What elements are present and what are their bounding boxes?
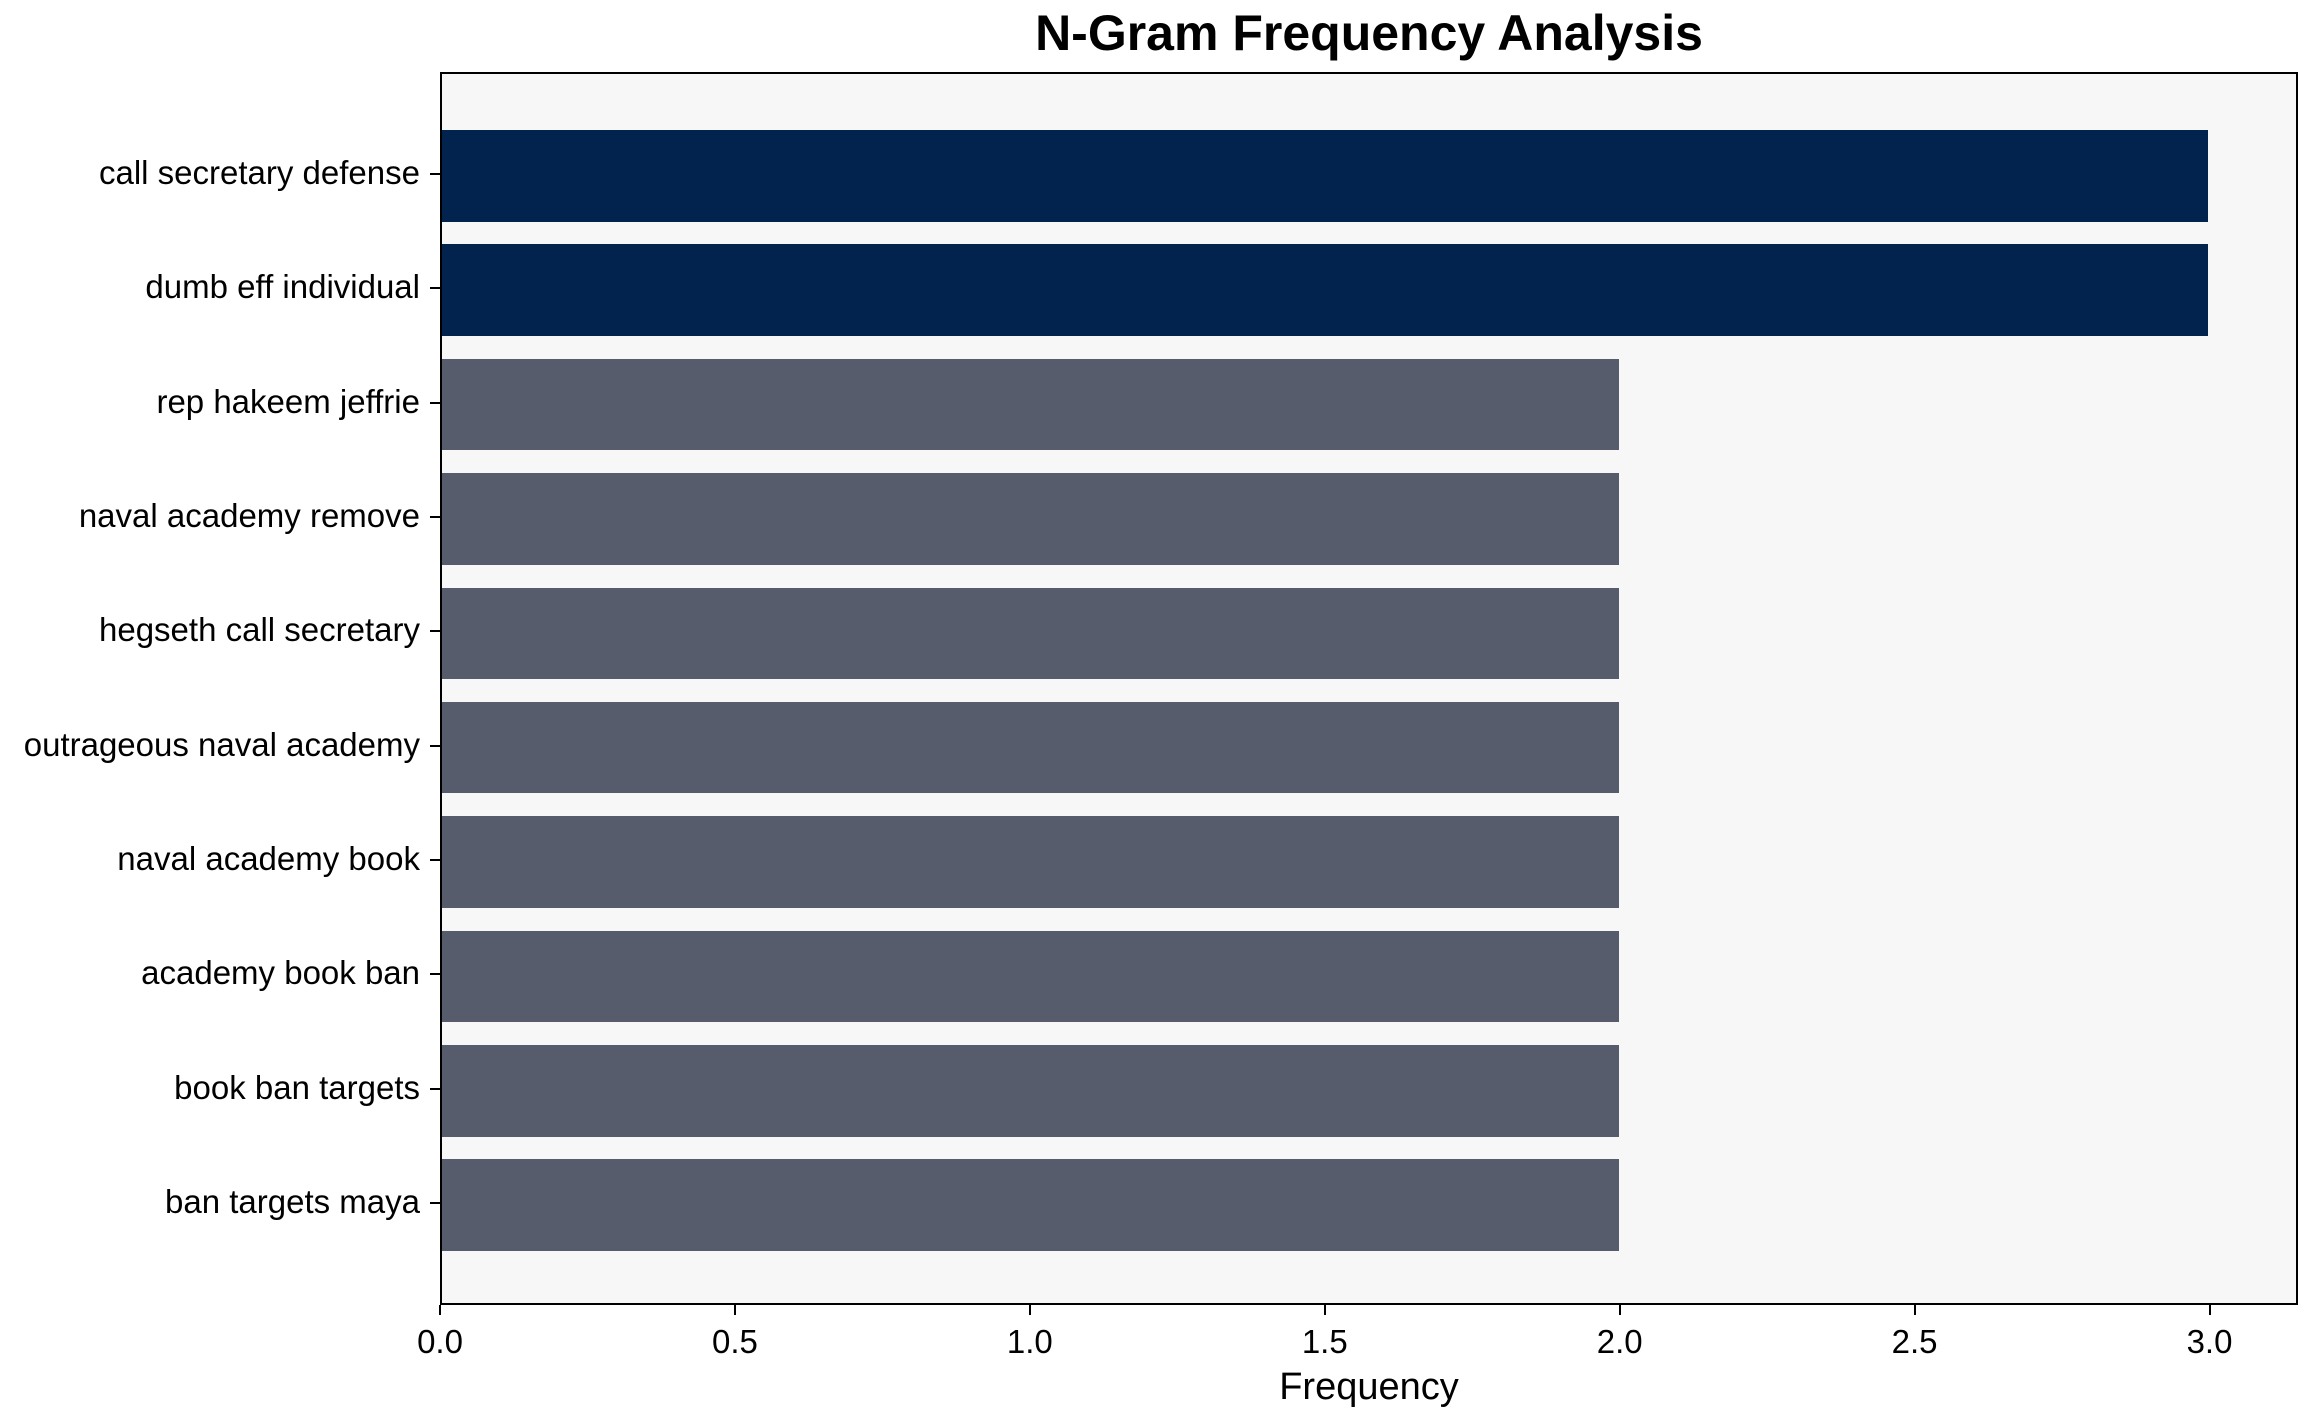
y-tick-mark bbox=[430, 515, 440, 518]
y-tick-mark bbox=[430, 1202, 440, 1205]
y-tick-mark bbox=[430, 859, 440, 862]
bar-academy-book-ban bbox=[442, 930, 1620, 1023]
y-tick-label-hegseth-call-secretary: hegseth call secretary bbox=[99, 611, 420, 649]
bar-hegseth-call-secretary bbox=[442, 587, 1620, 680]
bar-rep-hakeem-jeffrie bbox=[442, 358, 1620, 451]
y-tick-label-naval-academy-remove: naval academy remove bbox=[78, 497, 420, 535]
bar-ban-targets-maya bbox=[442, 1159, 1620, 1251]
bar-book-ban-targets bbox=[442, 1045, 1620, 1137]
x-tick-label-2.5: 2.5 bbox=[1891, 1323, 1938, 1360]
x-axis-label: Frequency bbox=[1279, 1366, 1459, 1408]
x-tick-label-2.0: 2.0 bbox=[1596, 1323, 1643, 1360]
bar-naval-academy-remove bbox=[442, 473, 1620, 565]
x-tick-mark bbox=[733, 1305, 736, 1315]
y-tick-label-rep-hakeem-jeffrie: rep hakeem jeffrie bbox=[156, 382, 420, 420]
bar-naval-academy-book bbox=[442, 816, 1620, 908]
y-tick-mark bbox=[430, 744, 440, 747]
y-tick-mark bbox=[430, 401, 440, 404]
x-tick-mark bbox=[1913, 1305, 1916, 1315]
chart-title: N-Gram Frequency Analysis bbox=[1035, 5, 1703, 61]
plot-area bbox=[440, 72, 2298, 1305]
x-tick-label-0.0: 0.0 bbox=[417, 1323, 463, 1360]
y-tick-label-call-secretary-defense: call secretary defense bbox=[99, 153, 420, 191]
y-tick-mark bbox=[430, 172, 440, 175]
bar-dumb-eff-individual bbox=[442, 244, 2208, 336]
x-tick-mark bbox=[1028, 1305, 1031, 1315]
y-tick-label-outrageous-naval-academy: outrageous naval academy bbox=[23, 725, 420, 763]
x-tick-mark bbox=[1323, 1305, 1326, 1315]
x-tick-label-0.5: 0.5 bbox=[711, 1323, 758, 1360]
x-tick-mark bbox=[2208, 1305, 2211, 1315]
x-tick-label-1.5: 1.5 bbox=[1301, 1323, 1348, 1360]
x-tick-label-3.0: 3.0 bbox=[2186, 1323, 2233, 1360]
y-tick-mark bbox=[430, 287, 440, 290]
y-tick-mark bbox=[430, 973, 440, 976]
bar-call-secretary-defense bbox=[442, 130, 2208, 222]
x-tick-mark bbox=[1618, 1305, 1621, 1315]
y-tick-label-naval-academy-book: naval academy book bbox=[117, 840, 420, 878]
y-tick-label-book-ban-targets: book ban targets bbox=[174, 1069, 420, 1107]
x-tick-mark bbox=[439, 1305, 441, 1315]
y-tick-label-dumb-eff-individual: dumb eff individual bbox=[145, 268, 420, 306]
y-tick-label-ban-targets-maya: ban targets maya bbox=[165, 1183, 420, 1221]
y-tick-mark bbox=[430, 630, 440, 633]
bar-outrageous-naval-academy bbox=[442, 701, 1620, 794]
y-tick-mark bbox=[430, 1087, 440, 1090]
y-tick-label-academy-book-ban: academy book ban bbox=[141, 954, 420, 992]
x-tick-label-1.0: 1.0 bbox=[1006, 1323, 1053, 1360]
